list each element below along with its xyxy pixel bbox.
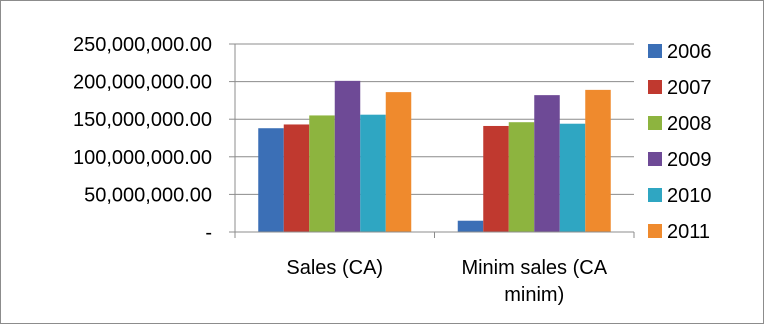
y-tick-label: 100,000,000.00 — [73, 147, 212, 169]
bar-2008-0 — [309, 115, 335, 232]
legend-label-2009: 2009 — [667, 149, 712, 171]
bar-2009-1 — [534, 95, 560, 232]
legend-label-2011: 2011 — [667, 221, 710, 243]
legend-swatch-2011 — [648, 224, 662, 238]
bar-2007-1 — [483, 125, 509, 232]
bar-2010-1 — [559, 123, 586, 232]
axes — [229, 43, 635, 238]
x-category-label: Sales (CA) — [286, 257, 383, 279]
bar-2009-0 — [334, 80, 361, 233]
bar-2006-1 — [457, 220, 484, 232]
legend-swatch-2007 — [648, 80, 662, 94]
legend-swatch-2010 — [648, 188, 662, 202]
legend-swatch-2006 — [648, 44, 662, 58]
legend-label-2006: 2006 — [667, 41, 712, 63]
legend-label-2010: 2010 — [667, 185, 712, 207]
y-tick-label: - — [205, 222, 212, 244]
y-tick-label: 150,000,000.00 — [73, 109, 212, 131]
legend-label-2008: 2008 — [667, 113, 712, 135]
bar-2007-0 — [283, 124, 310, 232]
bars — [258, 80, 611, 233]
y-tick-label: 50,000,000.00 — [84, 184, 212, 206]
legend-swatch-2008 — [648, 116, 662, 130]
y-tick-label: 200,000,000.00 — [73, 72, 212, 94]
x-category-label: Minim sales (CA — [461, 257, 607, 279]
legend-label-2007: 2007 — [667, 77, 712, 99]
legend-swatch-2009 — [648, 152, 662, 166]
legend: 2006 2007 2008 2009 2010 2011 — [648, 41, 712, 243]
x-axis-category-labels: Sales (CA) Minim sales (CA minim) — [286, 257, 607, 306]
bar-2011-1 — [585, 89, 611, 232]
bar-2008-1 — [508, 122, 535, 232]
bar-2010-0 — [360, 114, 386, 232]
y-axis-tick-labels: - 50,000,000.00 100,000,000.00 150,000,000.… — [73, 34, 212, 244]
x-category-label: minim) — [504, 284, 564, 306]
y-tick-label: 250,000,000.00 — [73, 34, 212, 56]
bar-2006-0 — [258, 128, 284, 232]
bar-2011-0 — [385, 92, 412, 233]
